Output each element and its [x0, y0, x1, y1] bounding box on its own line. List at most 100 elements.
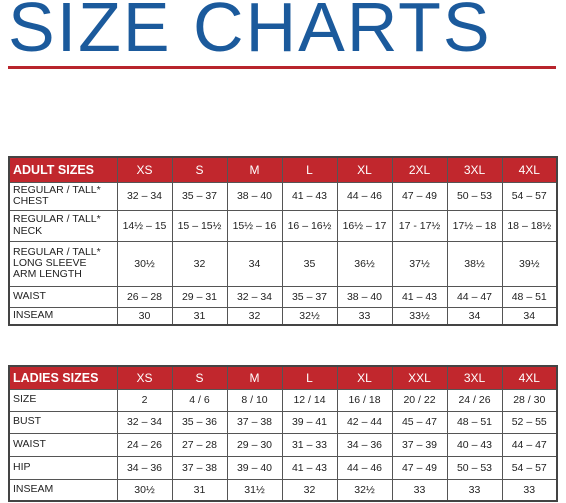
cell: 44 – 46 [336, 181, 393, 211]
cell: 16 – 16½ [281, 209, 338, 242]
table-row: REGULAR / TALL* CHEST 32 – 34 35 – 37 38 – … [8, 181, 558, 211]
cell: 14½ – 15 [116, 209, 173, 242]
row-label: INSEAM [8, 306, 118, 326]
cell: 8 / 10 [226, 388, 283, 412]
size-header: M [226, 156, 283, 183]
cell: 34 [446, 306, 503, 326]
cell: 41 – 43 [391, 285, 448, 308]
cell: 15½ – 16 [226, 209, 283, 242]
table-row: INSEAM 30½ 31 31½ 32 32½ 33 33 33 [8, 478, 558, 502]
title-rule [8, 66, 556, 69]
size-table: ADULT SIZES XS S M L XL 2XL 3XL 4XL REGULAR / TAL… [8, 156, 558, 326]
cell: 30 [116, 306, 173, 326]
cell: 41 – 43 [281, 181, 338, 211]
cell: 32 [281, 478, 338, 502]
cell: 34 [226, 240, 283, 287]
table-row: WAIST 26 – 28 29 – 31 32 – 34 35 – 37 38 – 40… [8, 285, 558, 308]
cell: 52 – 55 [501, 410, 558, 434]
cell: 31 – 33 [281, 432, 338, 457]
cell: 18 – 18½ [501, 209, 558, 242]
title: SIZE CHARTS [8, 0, 492, 66]
row-label: SIZE [8, 388, 118, 412]
size-header: 4XL [501, 156, 558, 183]
size-header: 4XL [501, 365, 558, 390]
table-title: LADIES SIZES [8, 365, 118, 390]
size-header: S [171, 156, 228, 183]
cell: 32 – 34 [116, 410, 173, 434]
table-row: BUST 32 – 34 35 – 36 37 – 38 39 – 41 42 – 44 4… [8, 410, 558, 434]
cell: 38 – 40 [336, 285, 393, 308]
size-header: XXL [391, 365, 448, 390]
size-header: L [281, 365, 338, 390]
cell: 32 – 34 [116, 181, 173, 211]
cell: 47 – 49 [391, 181, 448, 211]
cell: 47 – 49 [391, 455, 448, 480]
size-header: M [226, 365, 283, 390]
cell: 32½ [281, 306, 338, 326]
size-header: 2XL [391, 156, 448, 183]
cell: 24 – 26 [116, 432, 173, 457]
cell: 27 – 28 [171, 432, 228, 457]
cell: 34 [501, 306, 558, 326]
size-header: S [171, 365, 228, 390]
size-header: XL [336, 365, 393, 390]
cell: 32 [226, 306, 283, 326]
cell: 44 – 47 [446, 285, 503, 308]
cell: 16½ – 17 [336, 209, 393, 242]
cell: 30½ [116, 240, 173, 287]
cell: 2 [116, 388, 173, 412]
cell: 15 – 15½ [171, 209, 228, 242]
size-header: XS [116, 365, 173, 390]
row-label: WAIST [8, 432, 118, 457]
cell: 20 / 22 [391, 388, 448, 412]
cell: 54 – 57 [501, 455, 558, 480]
header-row: LADIES SIZES XS S M L XL XXL 3XL 4XL [8, 365, 558, 390]
cell: 29 – 30 [226, 432, 283, 457]
cell: 26 – 28 [116, 285, 173, 308]
cell: 40 – 43 [446, 432, 503, 457]
table-row: REGULAR / TALL* LONG SLEEVE ARM LENGTH 30… [8, 240, 558, 287]
table-row: WAIST 24 – 26 27 – 28 29 – 30 31 – 33 34 – 36… [8, 432, 558, 457]
cell: 48 – 51 [446, 410, 503, 434]
cell: 24 / 26 [446, 388, 503, 412]
cell: 38½ [446, 240, 503, 287]
cell: 39 – 41 [281, 410, 338, 434]
cell: 33 [446, 478, 503, 502]
row-label: REGULAR / TALL* CHEST [8, 181, 118, 211]
cell: 44 – 47 [501, 432, 558, 457]
cell: 39½ [501, 240, 558, 287]
cell: 17 - 17½ [391, 209, 448, 242]
cell: 39 – 40 [226, 455, 283, 480]
cell: 31½ [226, 478, 283, 502]
cell: 37 – 38 [226, 410, 283, 434]
cell: 35 – 37 [171, 181, 228, 211]
cell: 29 – 31 [171, 285, 228, 308]
table-row: HIP 34 – 36 37 – 38 39 – 40 41 – 43 44 – 46 47… [8, 455, 558, 480]
cell: 33½ [391, 306, 448, 326]
cell: 35 [281, 240, 338, 287]
cell: 37 – 39 [391, 432, 448, 457]
cell: 37 – 38 [171, 455, 228, 480]
cell: 50 – 53 [446, 181, 503, 211]
row-label: BUST [8, 410, 118, 434]
cell: 32 – 34 [226, 285, 283, 308]
row-label: REGULAR / TALL* NECK [8, 209, 118, 242]
cell: 34 – 36 [336, 432, 393, 457]
cell: 33 [391, 478, 448, 502]
cell: 17½ – 18 [446, 209, 503, 242]
cell: 31 [171, 478, 228, 502]
size-header: 3XL [446, 365, 503, 390]
header-row: ADULT SIZES XS S M L XL 2XL 3XL 4XL [8, 156, 558, 183]
size-header: 3XL [446, 156, 503, 183]
cell: 54 – 57 [501, 181, 558, 211]
row-label: WAIST [8, 285, 118, 308]
cell: 12 / 14 [281, 388, 338, 412]
cell: 31 [171, 306, 228, 326]
cell: 41 – 43 [281, 455, 338, 480]
row-label: INSEAM [8, 478, 118, 502]
cell: 48 – 51 [501, 285, 558, 308]
cell: 28 / 30 [501, 388, 558, 412]
cell: 32 [171, 240, 228, 287]
